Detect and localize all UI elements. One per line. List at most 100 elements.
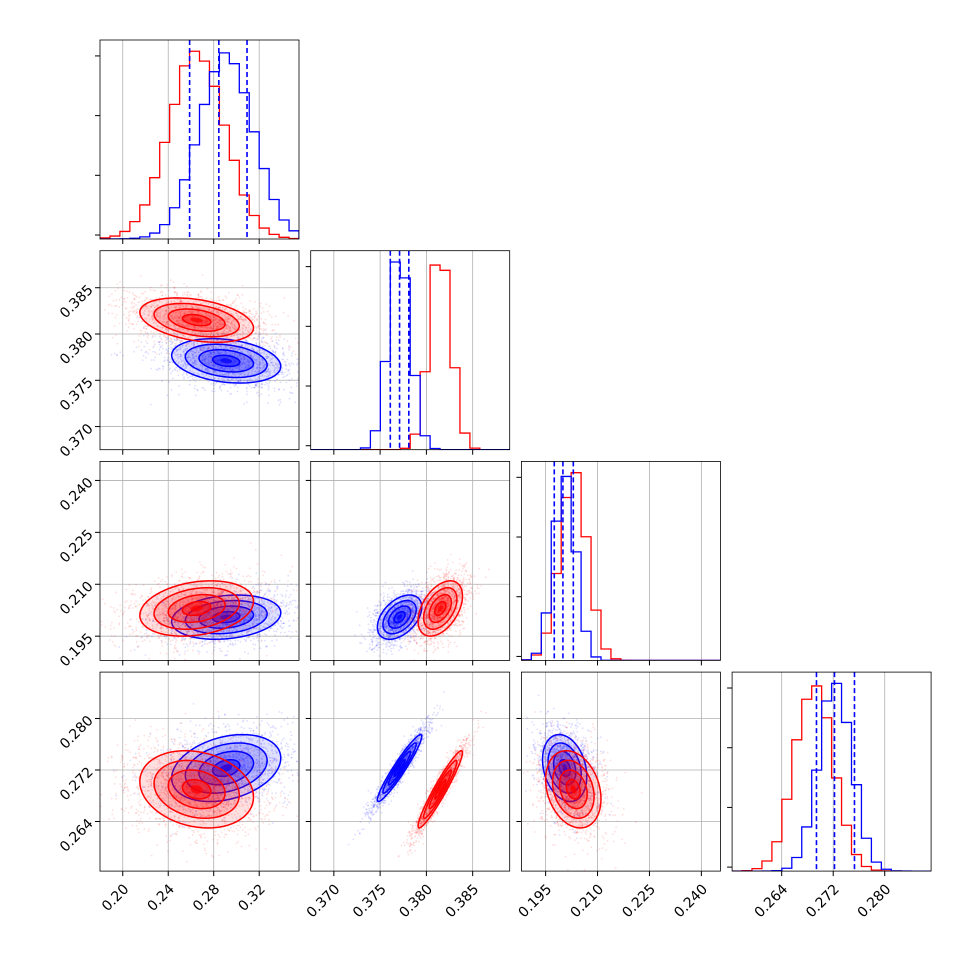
contour-line bbox=[153, 302, 241, 338]
x-tick-label: 0.24 bbox=[144, 881, 177, 914]
panel-frame bbox=[521, 460, 721, 661]
contour-line bbox=[198, 750, 255, 786]
x-tick-label: 0.272 bbox=[803, 881, 843, 921]
scatter-points bbox=[110, 312, 299, 406]
x-tick-label: 0.380 bbox=[396, 881, 436, 921]
scatter-points bbox=[100, 710, 299, 863]
panel-frame bbox=[310, 671, 511, 872]
contour-line bbox=[428, 769, 453, 810]
density-panel-1-2 bbox=[310, 461, 510, 661]
histogram-series-b bbox=[100, 50, 299, 239]
contour-line bbox=[558, 758, 571, 778]
contour-line bbox=[541, 733, 588, 803]
x-tick-label: 0.240 bbox=[671, 881, 711, 921]
contour-line bbox=[198, 605, 255, 629]
panel-frame bbox=[731, 671, 932, 872]
contour-line bbox=[376, 733, 423, 803]
contour-line bbox=[211, 354, 241, 368]
panel-frame bbox=[99, 250, 300, 451]
panel-frame bbox=[99, 39, 300, 240]
x-tick-label: 0.264 bbox=[752, 881, 792, 921]
panel-frame bbox=[310, 460, 511, 661]
x-tick-label: 0.195 bbox=[516, 881, 556, 921]
y-tick-label: 0.210 bbox=[57, 579, 97, 619]
x-tick-label: 0.280 bbox=[855, 881, 895, 921]
y-tick-label: 0.375 bbox=[57, 375, 97, 415]
density-panel-0-3 bbox=[100, 672, 299, 872]
histogram-panel-0 bbox=[100, 40, 299, 239]
contour-line bbox=[422, 586, 458, 631]
scatter-points bbox=[521, 711, 643, 871]
contour-line bbox=[198, 349, 255, 373]
contour-line bbox=[428, 593, 453, 624]
density-panel-2-3 bbox=[521, 672, 721, 872]
contour-line bbox=[167, 308, 226, 332]
contour-line bbox=[417, 580, 464, 637]
x-tick-label: 0.370 bbox=[304, 881, 344, 921]
y-tick-label: 0.280 bbox=[57, 713, 97, 753]
contour-line bbox=[417, 749, 464, 829]
y-tick-label: 0.370 bbox=[57, 421, 97, 461]
contour-line bbox=[382, 742, 417, 794]
x-tick-label: 0.28 bbox=[190, 881, 223, 914]
contour-line bbox=[181, 313, 212, 327]
contour-line bbox=[393, 758, 406, 778]
density-panel-0-2 bbox=[100, 461, 299, 661]
contour-line bbox=[181, 778, 212, 800]
contour-line bbox=[422, 759, 458, 820]
contour-line bbox=[167, 769, 226, 810]
contour-line bbox=[139, 749, 255, 829]
y-tick-label: 0.385 bbox=[57, 282, 97, 322]
y-tick-label: 0.272 bbox=[57, 764, 97, 804]
contour-line bbox=[139, 297, 255, 344]
contour-line bbox=[551, 759, 595, 820]
y-tick-label: 0.195 bbox=[57, 631, 97, 671]
contour-line bbox=[393, 610, 406, 624]
histogram-series-a bbox=[310, 261, 510, 450]
contour-line bbox=[167, 593, 226, 624]
histogram-panel-1 bbox=[310, 250, 510, 450]
histogram-series-a bbox=[100, 52, 299, 239]
histogram-series-b bbox=[732, 685, 932, 872]
contour-line bbox=[433, 600, 447, 617]
histogram-panel-3 bbox=[732, 672, 932, 872]
x-tick-label: 0.375 bbox=[350, 881, 390, 921]
contour-line bbox=[552, 750, 577, 786]
contour-line bbox=[565, 778, 581, 800]
contour-line bbox=[184, 343, 268, 379]
contour-line bbox=[558, 769, 588, 810]
histogram-series-a bbox=[521, 475, 721, 661]
y-tick-label: 0.380 bbox=[57, 328, 97, 368]
panel-frame bbox=[521, 671, 721, 872]
panel-frame bbox=[310, 250, 511, 451]
histogram-panel-2 bbox=[521, 461, 721, 661]
contour-line bbox=[382, 599, 417, 635]
y-tick-label: 0.264 bbox=[57, 816, 97, 856]
contour-line bbox=[181, 600, 212, 617]
contour-line bbox=[544, 749, 602, 829]
contour-line bbox=[387, 605, 412, 629]
panel-frame bbox=[99, 671, 300, 872]
contour-line bbox=[376, 594, 423, 641]
contour-line bbox=[211, 758, 241, 778]
density-panel-0-1 bbox=[100, 250, 299, 450]
x-tick-label: 0.225 bbox=[619, 881, 659, 921]
contour-line bbox=[387, 750, 412, 786]
y-tick-label: 0.225 bbox=[57, 527, 97, 567]
panel-frame bbox=[99, 460, 300, 661]
y-tick-label: 0.240 bbox=[57, 475, 97, 515]
contour-line bbox=[170, 337, 282, 384]
density-panel-1-3 bbox=[310, 672, 510, 872]
contour-line bbox=[153, 586, 241, 630]
scatter-points bbox=[396, 553, 490, 661]
x-tick-label: 0.32 bbox=[235, 881, 268, 914]
histogram-series-b bbox=[521, 472, 721, 661]
histogram-series-b bbox=[310, 264, 510, 450]
contour-line bbox=[153, 759, 241, 820]
contour-line bbox=[139, 580, 255, 637]
contour-line bbox=[433, 778, 447, 800]
contour-line bbox=[184, 599, 268, 635]
x-tick-label: 0.20 bbox=[99, 881, 132, 914]
x-tick-label: 0.385 bbox=[443, 881, 483, 921]
